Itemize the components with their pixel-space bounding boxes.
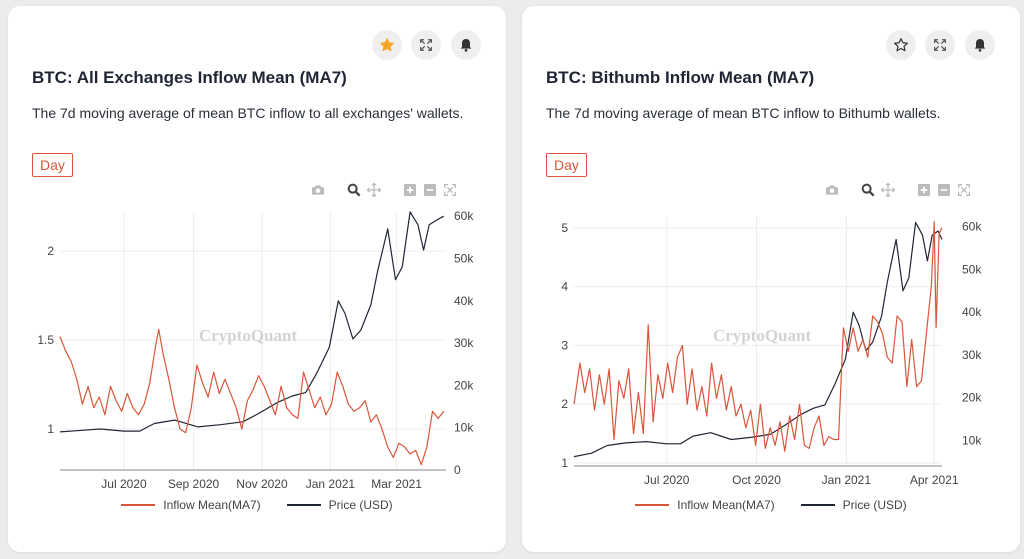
- y-left-tick-label: 3: [561, 338, 568, 352]
- star-icon: [380, 38, 394, 52]
- expand-icon: [420, 39, 432, 51]
- bell-button[interactable]: [451, 30, 481, 60]
- zoom-out-button[interactable]: [420, 180, 440, 200]
- legend-swatch-price: [286, 504, 321, 506]
- star-button[interactable]: [372, 30, 402, 60]
- download-plot-button[interactable]: [822, 180, 842, 200]
- x-tick-label: Oct 2020: [732, 473, 781, 487]
- timeframe-day-button[interactable]: Day: [32, 153, 73, 177]
- legend-item-price[interactable]: Price (USD): [286, 498, 393, 512]
- x-tick-label: Sep 2020: [168, 477, 220, 491]
- x-tick-label: Nov 2020: [236, 477, 288, 491]
- expand-button[interactable]: [411, 30, 441, 60]
- card-description: The 7d moving average of mean BTC inflow…: [32, 105, 464, 121]
- y-right-tick-label: 30k: [454, 336, 474, 350]
- zoom-in-button[interactable]: [400, 180, 420, 200]
- y-right-tick-label: 60k: [454, 209, 474, 223]
- series-line-price: [59, 211, 445, 433]
- expand-button[interactable]: [925, 30, 955, 60]
- y-left-tick-label: 2: [47, 244, 54, 258]
- timeframe-day-button[interactable]: Day: [546, 153, 587, 177]
- card-title: BTC: All Exchanges Inflow Mean (MA7): [32, 68, 347, 87]
- y-right-tick-label: 40k: [454, 294, 474, 308]
- autoscale-icon: [444, 184, 456, 196]
- y-right-tick-label: 50k: [962, 262, 982, 276]
- inflow-price-chart[interactable]: Jul 2020 Sep 2020 Nov 2020 Jan 2021 Mar 2021…: [8, 196, 506, 526]
- legend-label-price: Price (USD): [842, 498, 907, 512]
- y-left-tick-label: 1: [561, 456, 568, 470]
- series-line-inflow-mean: [573, 221, 943, 452]
- x-tick-label: Jul 2020: [644, 473, 690, 487]
- y-right-tick-label: 30k: [962, 348, 982, 362]
- zoom-icon: [861, 183, 875, 197]
- y-right-tick-label: 20k: [454, 378, 474, 392]
- pan-button[interactable]: [364, 180, 384, 200]
- chart-modebar: [308, 179, 478, 201]
- legend-item-inflow[interactable]: Inflow Mean(MA7): [121, 498, 261, 512]
- legend-label-inflow: Inflow Mean(MA7): [677, 498, 775, 512]
- chart-legend: Inflow Mean(MA7) Price (USD): [522, 498, 1020, 512]
- autoscale-button[interactable]: [440, 180, 460, 200]
- inflow-price-chart[interactable]: Jul 2020 Oct 2020 Jan 2021 Apr 2021 1 2 3 4 5 10k…: [522, 196, 1020, 526]
- card-title: BTC: Bithumb Inflow Mean (MA7): [546, 68, 815, 87]
- legend-swatch-inflow: [635, 504, 670, 506]
- zoom-in-icon: [404, 184, 416, 196]
- pan-icon: [366, 182, 382, 198]
- chart-card-all-exchanges: BTC: All Exchanges Inflow Mean (MA7) The…: [8, 6, 506, 552]
- zoom-out-icon: [938, 184, 950, 196]
- pan-icon: [880, 182, 896, 198]
- series-line-inflow-mean: [59, 328, 445, 466]
- legend-label-inflow: Inflow Mean(MA7): [163, 498, 261, 512]
- x-tick-label: Mar 2021: [371, 477, 422, 491]
- watermark: CryptoQuant: [199, 326, 298, 345]
- camera-icon: [826, 185, 838, 195]
- camera-icon: [312, 185, 324, 195]
- watermark: CryptoQuant: [713, 326, 812, 345]
- expand-icon: [934, 39, 946, 51]
- zoom-in-button[interactable]: [914, 180, 934, 200]
- x-tick-label: Jan 2021: [822, 473, 872, 487]
- x-tick-label: Jul 2020: [101, 477, 147, 491]
- autoscale-button[interactable]: [954, 180, 974, 200]
- pan-button[interactable]: [878, 180, 898, 200]
- legend-label-price: Price (USD): [328, 498, 393, 512]
- y-left-tick-label: 1.5: [37, 333, 54, 347]
- legend-item-price[interactable]: Price (USD): [800, 498, 907, 512]
- legend-item-inflow[interactable]: Inflow Mean(MA7): [635, 498, 775, 512]
- y-right-tick-label: 20k: [962, 391, 982, 405]
- series-line-price: [573, 221, 943, 458]
- legend-swatch-inflow: [121, 504, 156, 506]
- download-plot-button[interactable]: [308, 180, 328, 200]
- chart-modebar: [822, 179, 992, 201]
- y-left-tick-label: 1: [47, 422, 54, 436]
- y-right-tick-label: 40k: [962, 305, 982, 319]
- y-left-tick-label: 4: [561, 280, 568, 294]
- bell-icon: [974, 39, 986, 52]
- zoom-button[interactable]: [344, 180, 364, 200]
- zoom-icon: [347, 183, 361, 197]
- y-right-tick-label: 10k: [962, 433, 982, 447]
- y-right-tick-label: 60k: [962, 220, 982, 234]
- y-left-tick-label: 2: [561, 397, 568, 411]
- y-right-tick-label: 10k: [454, 421, 474, 435]
- zoom-button[interactable]: [858, 180, 878, 200]
- zoom-in-icon: [918, 184, 930, 196]
- zoom-out-button[interactable]: [934, 180, 954, 200]
- y-right-tick-label: 0: [454, 463, 461, 477]
- star-icon: [894, 38, 908, 52]
- card-description: The 7d moving average of mean BTC inflow…: [546, 105, 941, 121]
- bell-icon: [460, 39, 472, 52]
- chart-card-bithumb: BTC: Bithumb Inflow Mean (MA7) The 7d mo…: [522, 6, 1020, 552]
- y-left-tick-label: 5: [561, 221, 568, 235]
- x-tick-label: Apr 2021: [910, 473, 959, 487]
- x-tick-label: Jan 2021: [306, 477, 356, 491]
- zoom-out-icon: [424, 184, 436, 196]
- y-right-tick-label: 50k: [454, 252, 474, 266]
- bell-button[interactable]: [965, 30, 995, 60]
- star-button[interactable]: [886, 30, 916, 60]
- legend-swatch-price: [800, 504, 835, 506]
- chart-legend: Inflow Mean(MA7) Price (USD): [8, 498, 506, 512]
- autoscale-icon: [958, 184, 970, 196]
